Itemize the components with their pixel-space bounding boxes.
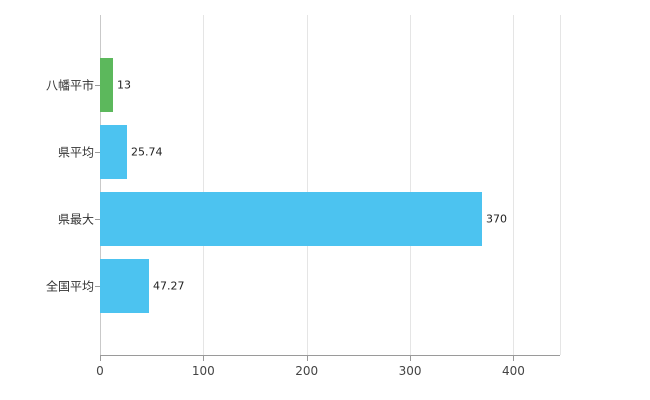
bar-value-label: 25.74 (131, 145, 163, 159)
x-tick-label: 100 (191, 364, 215, 378)
plot-right-border (560, 15, 561, 355)
x-tick-label: 300 (398, 364, 422, 378)
x-axis-tick (513, 356, 515, 361)
category-label: 県最大 (57, 212, 94, 227)
gridline (513, 15, 515, 355)
x-axis-tick (203, 356, 205, 361)
bar-value-label: 370 (486, 212, 507, 226)
bar-value-label: 47.27 (153, 279, 185, 293)
y-axis-line (100, 15, 101, 355)
x-axis-tick (100, 356, 101, 361)
y-axis-tick (95, 152, 100, 153)
bar-0 (100, 58, 113, 112)
bar-2 (100, 192, 482, 246)
x-axis-tick (306, 356, 308, 361)
gridline (203, 15, 205, 355)
bar-value-label: 13 (117, 78, 131, 92)
bar-1 (100, 125, 127, 179)
y-axis-tick (95, 85, 100, 86)
gridline (410, 15, 412, 355)
x-tick-label: 400 (502, 364, 525, 378)
x-tick-label: 0 (96, 364, 104, 378)
y-axis-tick (95, 219, 100, 220)
y-axis-tick (95, 286, 100, 287)
category-label: 県平均 (57, 145, 94, 160)
x-axis-tick (410, 356, 412, 361)
category-label: 全国平均 (45, 279, 94, 294)
category-label: 八幡平市 (45, 78, 94, 93)
x-axis-line (100, 355, 560, 356)
gridline (306, 15, 308, 355)
x-tick-label: 200 (295, 364, 319, 378)
bar-3 (100, 259, 149, 313)
